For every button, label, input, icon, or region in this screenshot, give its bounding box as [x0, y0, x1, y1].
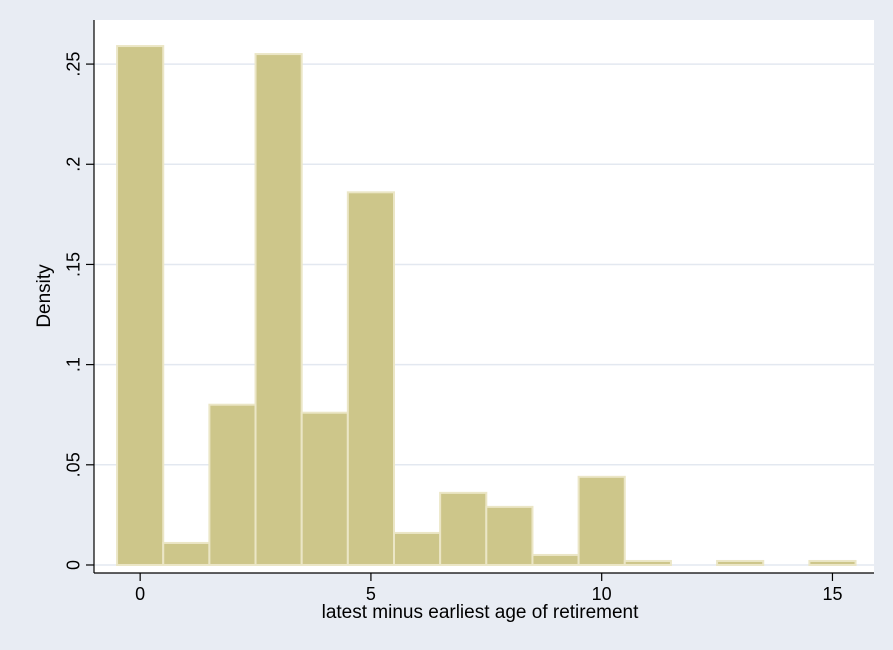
x-tick-label: 10 [592, 584, 612, 604]
histogram-bar [716, 559, 765, 566]
y-tick-label: .05 [63, 452, 83, 477]
y-tick-label: .15 [63, 252, 83, 277]
histogram-bar [531, 553, 580, 566]
histogram-bar [162, 541, 211, 566]
histogram-bar [346, 191, 396, 566]
histogram-bar [623, 559, 672, 566]
y-tick-label: 0 [63, 560, 83, 570]
histogram-bar [808, 559, 857, 566]
x-tick-label: 0 [135, 584, 145, 604]
x-tick-label: 5 [366, 584, 376, 604]
y-tick-label: .2 [63, 157, 83, 172]
histogram-bar [485, 505, 534, 566]
bars [116, 45, 857, 566]
y-tick-label: .1 [63, 357, 83, 372]
histogram-bar [116, 45, 165, 566]
y-axis-title: Density [34, 264, 55, 328]
y-tick-label: .25 [63, 52, 83, 77]
x-tick-label: 15 [822, 584, 842, 604]
histogram-bar [577, 475, 626, 566]
y-ticks: 0 .05 .1 .15 .2 .25 [63, 52, 94, 570]
histogram-bar [208, 403, 257, 566]
x-ticks: 0 5 10 15 [135, 573, 842, 604]
histogram-bar [300, 411, 349, 566]
histogram-bar [393, 531, 442, 566]
axes [93, 20, 874, 574]
histogram-bar [254, 53, 303, 566]
x-axis-title: latest minus earliest age of retirement [322, 602, 640, 623]
histogram-bar [439, 491, 488, 566]
